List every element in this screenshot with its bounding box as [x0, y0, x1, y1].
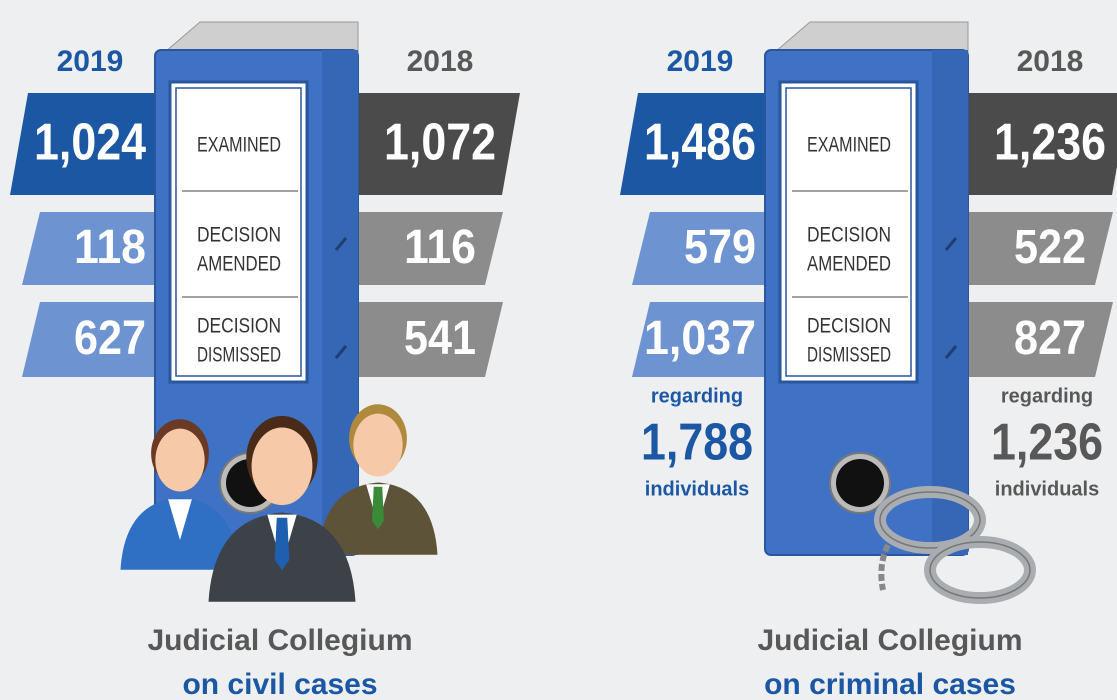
person-face: [155, 428, 205, 492]
person-face: [251, 427, 313, 506]
panel-title: Judicial Collegium: [147, 624, 412, 657]
person-face: [353, 413, 403, 477]
binder-spine: [322, 50, 358, 555]
value-left: 627: [74, 312, 146, 365]
value-right: 1,236: [994, 114, 1106, 172]
band-right: [960, 302, 1113, 377]
band-right: [960, 93, 1117, 195]
band-right: [350, 93, 520, 195]
person-tie: [372, 486, 384, 530]
panel: 2019 2018 1,486 1,236 EXAMINED 579 522 DECISION…: [620, 21, 1117, 700]
band-left: [632, 302, 770, 377]
person-tie: [274, 517, 290, 571]
band-left: [620, 93, 770, 195]
row-label: AMENDED: [807, 253, 891, 276]
binder-spine: [932, 50, 968, 555]
binder-clip: [334, 345, 348, 359]
row-label: DISMISSED: [197, 344, 281, 367]
value-right: 827: [1014, 312, 1086, 365]
value-left: 118: [74, 221, 146, 274]
band-left: [10, 93, 160, 195]
note-value: 1,788: [641, 414, 753, 472]
panel-subtitle: on criminal cases: [764, 668, 1016, 700]
value-left: 1,486: [644, 114, 756, 172]
handcuff-edge: [929, 541, 1031, 599]
note-prefix: regarding: [651, 385, 743, 407]
value-left: 1,037: [644, 312, 756, 365]
handcuff-edge: [879, 491, 981, 549]
note-suffix: individuals: [995, 478, 1099, 500]
binder-clip: [944, 345, 958, 359]
value-left: 579: [684, 221, 756, 274]
row-label: DECISION: [807, 315, 891, 338]
value-left: 1,024: [34, 114, 146, 172]
row-label: EXAMINED: [807, 134, 891, 157]
binder-clip: [944, 237, 958, 251]
value-right: 1,072: [384, 114, 496, 172]
note-suffix: individuals: [645, 478, 749, 500]
row-label: DECISION: [197, 224, 281, 247]
row-label: DECISION: [807, 224, 891, 247]
row-label: DISMISSED: [807, 344, 891, 367]
binder-card-inner: [785, 87, 912, 377]
row-label: AMENDED: [197, 253, 281, 276]
row-label: DECISION: [197, 315, 281, 338]
band-left: [22, 302, 160, 377]
value-right: 541: [404, 312, 476, 365]
binder-hole: [836, 459, 884, 507]
note-value: 1,236: [991, 414, 1103, 472]
handcuff-chain: [878, 543, 891, 591]
band-right: [350, 302, 503, 377]
band-left: [22, 212, 160, 285]
year-left: 2019: [667, 45, 734, 78]
year-left: 2019: [57, 45, 124, 78]
year-right: 2018: [407, 45, 474, 78]
year-right: 2018: [1017, 45, 1084, 78]
row-label: EXAMINED: [197, 134, 281, 157]
panel: 2019 2018 1,024 1,072 EXAMINED 118 116 DECISION…: [10, 21, 520, 700]
binder-card: [168, 80, 309, 384]
band-right: [960, 212, 1113, 285]
binder-card: [778, 80, 919, 384]
value-right: 116: [404, 221, 476, 274]
note-prefix: regarding: [1001, 385, 1093, 407]
band-left: [632, 212, 770, 285]
panel-title: Judicial Collegium: [757, 624, 1022, 657]
panel-subtitle: on civil cases: [182, 668, 377, 700]
binder-card-inner: [175, 87, 302, 377]
binder-clip: [334, 237, 348, 251]
person-shirt: [168, 499, 192, 540]
value-right: 522: [1014, 221, 1086, 274]
band-right: [350, 212, 503, 285]
